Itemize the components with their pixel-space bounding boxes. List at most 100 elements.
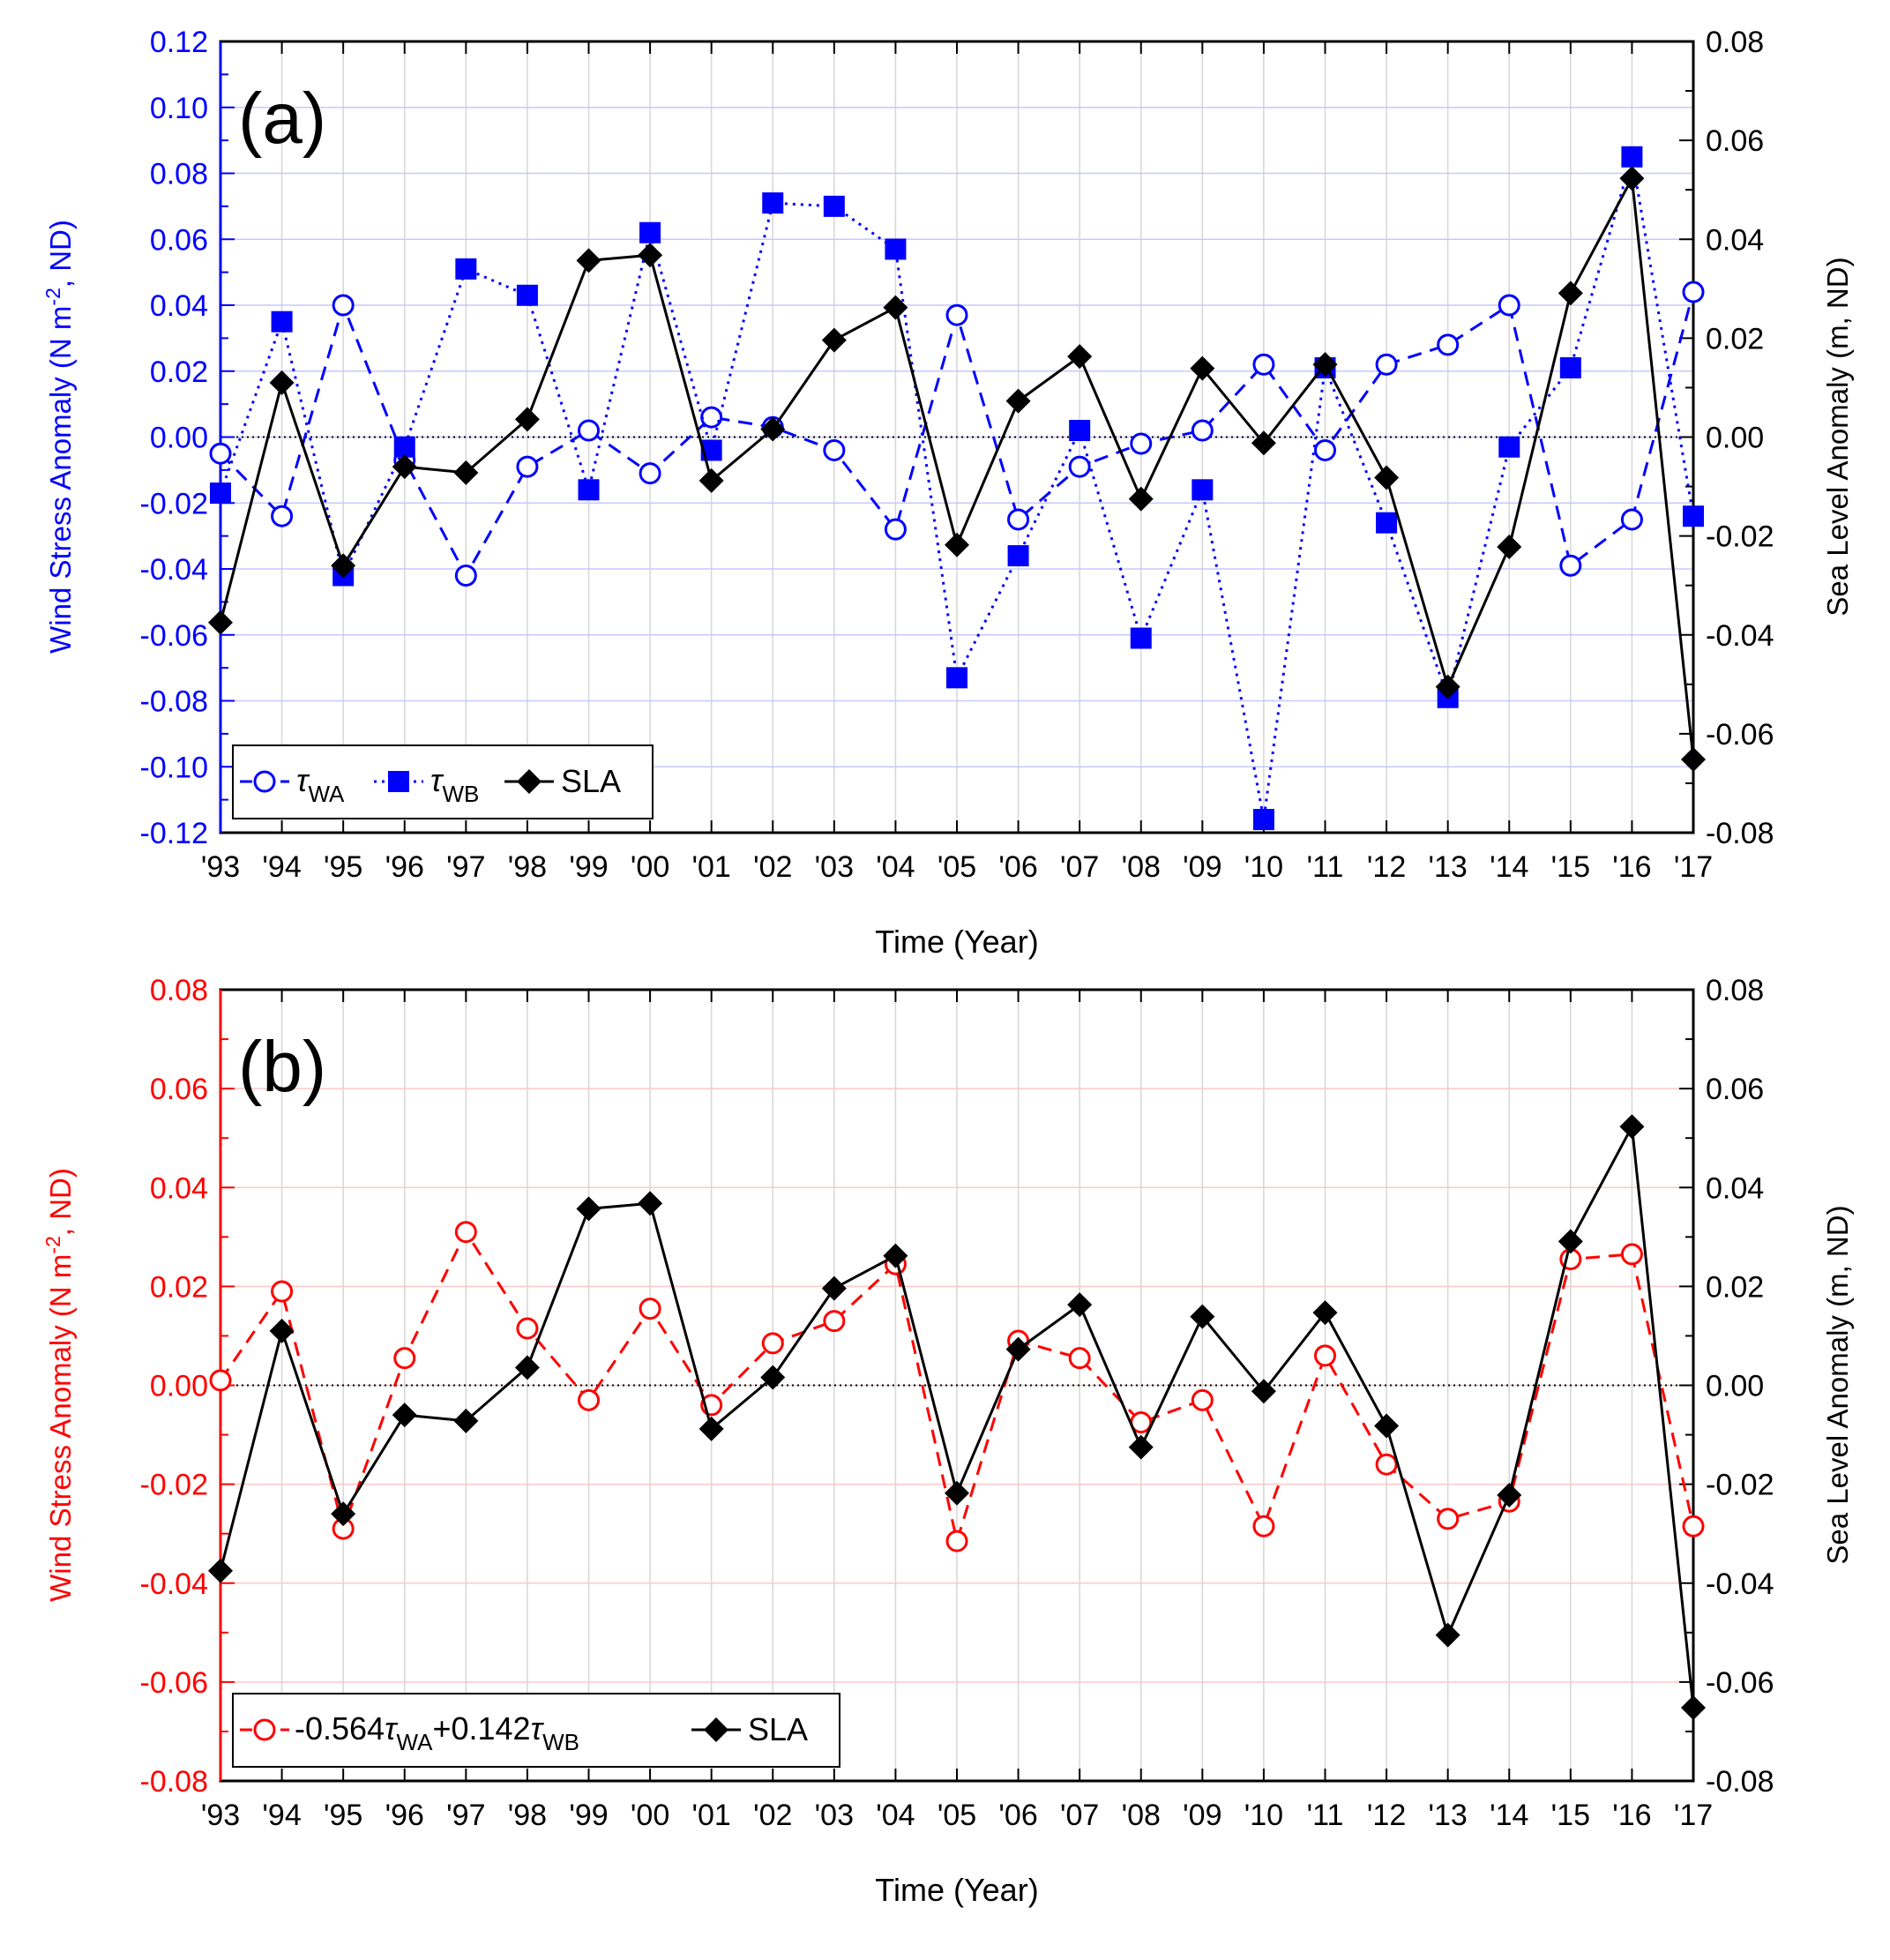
series-point (945, 1530, 968, 1552)
y-left-tick-label: 0.00 (150, 1370, 208, 1403)
series-point (1192, 479, 1214, 501)
series-point (760, 1365, 786, 1390)
x-tick-label: '03 (815, 1799, 854, 1832)
series-point (1621, 146, 1643, 168)
y-left-tick-label: -0.02 (140, 1469, 209, 1502)
x-tick-label: '95 (324, 1799, 362, 1832)
legend-a-twa-marker (253, 770, 276, 793)
series-point (1069, 420, 1091, 442)
panel-b-legend: -0.564τWA+0.142τWB SLA (232, 1693, 840, 1768)
y-right-tick-label: 0.00 (1706, 1370, 1764, 1403)
y-left-tick-label: -0.12 (140, 817, 209, 850)
y-right-tick-label: -0.08 (1706, 817, 1774, 850)
series-point (1005, 388, 1031, 414)
legend-b-sla-marker (704, 1717, 728, 1742)
series-point (393, 436, 415, 458)
series-point (269, 1318, 295, 1343)
series-point (945, 1480, 969, 1506)
y-left-tick-label: 0.02 (150, 1270, 208, 1304)
series-point (514, 407, 540, 432)
series-point (1190, 1304, 1215, 1329)
y-left-tick-label: -0.06 (140, 619, 209, 653)
legend-b-combo-label: -0.564τWA+0.142τWB (295, 1710, 579, 1755)
series-point (514, 1355, 540, 1380)
panel-a-xlabel: Time (Year) (875, 924, 1038, 960)
series-point (1619, 166, 1645, 191)
series-point (1128, 486, 1154, 512)
y-right-tick-label: -0.08 (1706, 1765, 1774, 1799)
y-left-tick-label: 0.12 (150, 26, 208, 59)
series-point (1558, 281, 1583, 306)
x-tick-label: '96 (385, 1799, 424, 1832)
series-point (1375, 1453, 1398, 1476)
x-tick-label: '05 (938, 850, 976, 884)
panel-a: '93 '94 '95 '96 '97 '98 '99 '00 '01 '02 '03 '04 '05 '… (41, 26, 1854, 960)
y-right-tick-label: 0.00 (1706, 422, 1764, 455)
legend-a-sla-marker (517, 769, 542, 794)
series-point (1374, 465, 1400, 490)
series-point (1252, 1515, 1275, 1537)
series-point (1374, 1413, 1400, 1439)
series-point (1498, 436, 1520, 458)
series-point (1497, 1482, 1522, 1507)
series-point (453, 1408, 479, 1433)
y-right-tick-label: 0.02 (1706, 322, 1764, 355)
series-point (269, 370, 295, 395)
series-point (1314, 1344, 1336, 1367)
series-point (576, 248, 601, 273)
series-point (1435, 1622, 1460, 1648)
x-tick-label: '08 (1122, 850, 1161, 884)
y-left-tick-label: -0.04 (140, 553, 209, 587)
series-point (1251, 430, 1276, 456)
x-tick-label: '17 (1674, 850, 1713, 884)
y-right-tick-label: 0.08 (1706, 974, 1764, 1007)
x-tick-label: '99 (569, 1799, 608, 1832)
series-point (1683, 505, 1704, 527)
panel-b-label: (b) (238, 1027, 326, 1107)
x-tick-label: '05 (938, 1799, 976, 1832)
panel-a-label: (a) (238, 79, 326, 159)
series-point (761, 1332, 784, 1355)
series-point (1559, 554, 1582, 577)
legend-b-sla: SLA (691, 1711, 808, 1747)
series-point (1068, 1347, 1091, 1370)
series-point (1251, 1379, 1276, 1404)
x-tick-label: '12 (1367, 850, 1406, 884)
x-tick-label: '14 (1490, 1799, 1528, 1832)
series-point (453, 460, 479, 485)
x-tick-label: '04 (876, 1799, 915, 1832)
series-point (331, 1501, 356, 1527)
panel-a-legend-box (232, 744, 654, 819)
series-point (945, 532, 969, 557)
x-tick-label: '04 (876, 850, 915, 884)
panel-a-ylabel-left: Wind Stress Anomaly (N m-2, ND) (41, 220, 77, 654)
x-tick-label: '94 (262, 850, 301, 884)
y-right-tick-label: -0.06 (1706, 1666, 1774, 1700)
series-point (762, 192, 784, 214)
series-point (1312, 1300, 1338, 1326)
y-left-tick-label: 0.08 (150, 974, 208, 1007)
panel-b-ticks: '93 '94 '95 '96 '97 '98 '99 '00 '01 '02 '03 '04 '05 '… (140, 974, 1774, 1832)
legend-a-sla-label: SLA (561, 763, 621, 799)
series-point (1005, 1336, 1031, 1362)
x-tick-label: '93 (201, 1799, 240, 1832)
panel-b-xlabel: Time (Year) (875, 1872, 1038, 1908)
series-point (1067, 344, 1093, 370)
y-left-tick-label: 0.04 (150, 1171, 208, 1205)
x-tick-label: '12 (1367, 1799, 1406, 1832)
series-point (639, 462, 661, 485)
series-point (210, 483, 231, 505)
series-point (639, 1298, 661, 1320)
y-left-tick-label: 0.06 (150, 1073, 208, 1106)
series-point (1376, 512, 1398, 534)
series-point (1007, 545, 1029, 567)
y-right-tick-label: 0.04 (1706, 1171, 1764, 1205)
legend-a-twa-label: τWA (296, 762, 345, 807)
legend-a-sla: SLA (504, 763, 621, 799)
panel-b-ylabel-left: Wind Stress Anomaly (N m-2, ND) (41, 1168, 77, 1602)
x-tick-label: '00 (631, 1799, 669, 1832)
series-point (392, 1403, 417, 1428)
y-left-tick-label: -0.06 (140, 1666, 209, 1700)
series-point (885, 238, 907, 260)
legend-a-twb-label: τWB (430, 762, 479, 807)
